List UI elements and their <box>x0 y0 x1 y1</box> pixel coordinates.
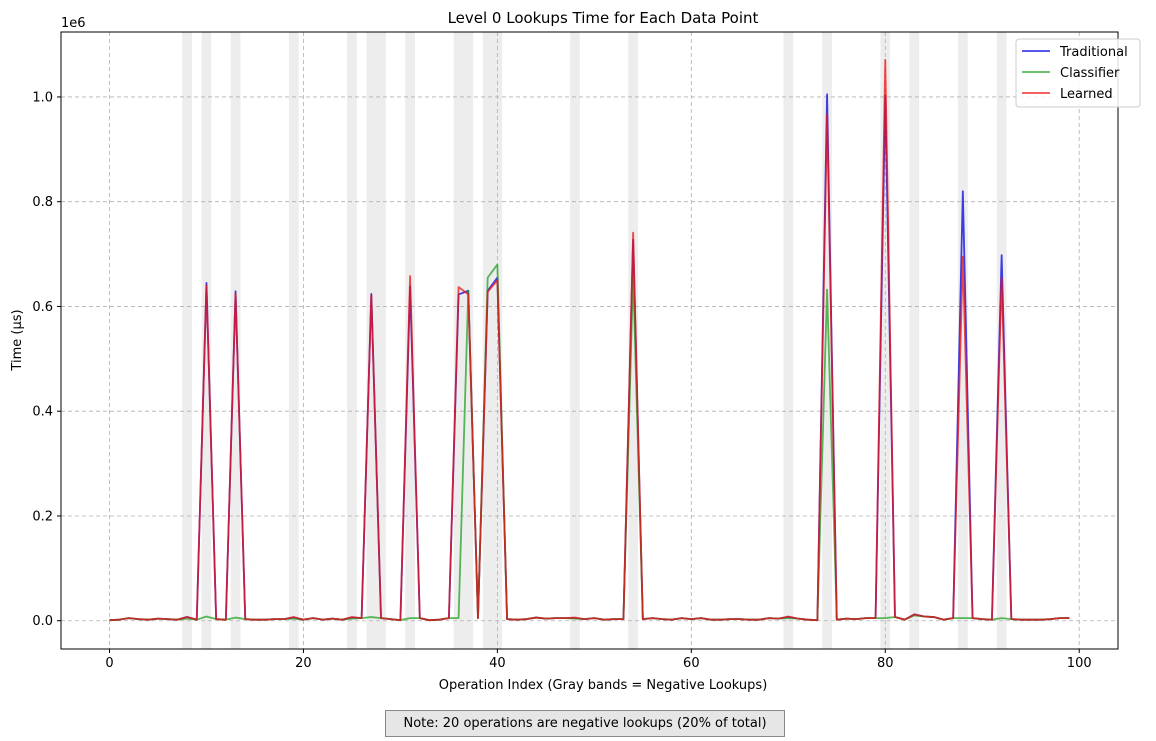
y-tick-label: 0.4 <box>32 405 53 420</box>
negative-lookup-band <box>783 32 794 649</box>
x-tick-label: 80 <box>877 656 894 671</box>
note-box: Note: 20 operations are negative lookups… <box>385 710 785 737</box>
negative-lookup-band <box>570 32 580 649</box>
y-tick-label: 0.6 <box>32 300 53 315</box>
x-tick-label: 100 <box>1067 656 1092 671</box>
series-line-classifier <box>109 263 1070 622</box>
legend-label-traditional: Traditional <box>1059 45 1128 60</box>
y-axis-offset-label: 1e6 <box>61 16 86 31</box>
series-line-traditional <box>109 93 1070 622</box>
x-axis-ticks: 0 20 40 60 80 100 <box>105 649 1092 671</box>
series-lines <box>109 58 1070 622</box>
negative-lookup-band <box>822 32 832 649</box>
x-tick-label: 20 <box>295 656 312 671</box>
chart-title: Level 0 Lookups Time for Each Data Point <box>448 9 759 27</box>
plot-frame <box>60 31 1119 650</box>
negative-lookup-band <box>482 32 493 649</box>
series-line-learned <box>109 58 1070 622</box>
negative-lookup-band <box>463 32 474 649</box>
negative-lookup-band <box>957 32 968 649</box>
y-tick-label: 0.2 <box>32 509 53 524</box>
negative-lookup-band <box>288 32 299 649</box>
y-axis-label: Time (µs) <box>10 309 25 371</box>
x-tick-label: 40 <box>489 656 506 671</box>
negative-lookup-band <box>366 32 377 649</box>
negative-lookup-band <box>376 32 386 649</box>
legend-label-learned: Learned <box>1060 87 1113 102</box>
y-tick-label: 1.0 <box>32 90 53 105</box>
y-tick-label: 0.8 <box>32 195 53 210</box>
legend-box <box>1015 38 1141 108</box>
negative-lookup-band <box>405 32 415 649</box>
legend: Traditional Classifier Learned <box>1015 38 1141 108</box>
negative-lookup-band <box>230 32 241 649</box>
x-tick-label: 60 <box>683 656 700 671</box>
negative-lookup-band <box>347 32 357 649</box>
y-axis-ticks: 0.0 0.2 0.4 0.6 0.8 1.0 <box>32 90 61 629</box>
y-tick-label: 0.0 <box>32 614 53 629</box>
negative-lookup-bands <box>182 32 1007 649</box>
legend-label-classifier: Classifier <box>1060 66 1120 81</box>
negative-lookup-band <box>909 32 920 649</box>
grid <box>61 32 1118 649</box>
x-tick-label: 0 <box>105 656 113 671</box>
negative-lookup-band <box>201 32 212 649</box>
negative-lookup-band <box>628 32 638 649</box>
x-axis-label: Operation Index (Gray bands = Negative L… <box>439 678 768 693</box>
negative-lookup-band <box>996 32 1007 649</box>
negative-lookup-band <box>182 32 192 649</box>
negative-lookup-band <box>453 32 464 649</box>
